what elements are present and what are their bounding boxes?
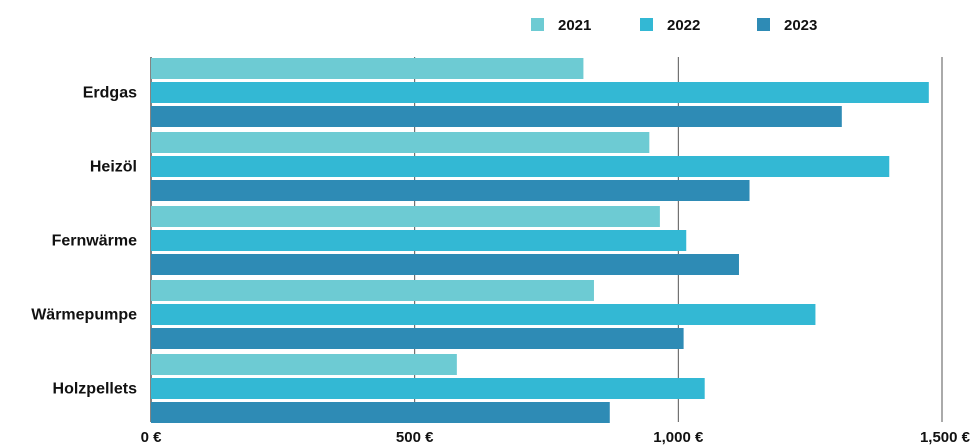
category-labels: Erdgas Heizöl Fernwärme Wärmepumpe Holzpelle… [31, 85, 137, 398]
legend-label: 2022 [667, 17, 700, 34]
bar-fernwärme-2021 [151, 206, 660, 227]
x-tick-labels: 0 € 500 € 1,000 € 1,500 € [141, 429, 971, 445]
bar-fernwärme-2023 [151, 254, 739, 275]
legend-label: 2021 [558, 17, 591, 34]
category-label: Holzpellets [53, 381, 138, 398]
legend-swatch-2023 [757, 18, 770, 31]
x-tick-label: 1,000 € [653, 429, 704, 445]
legend-swatch-2022 [640, 18, 653, 31]
category-label: Erdgas [83, 85, 137, 102]
bar-heizöl-2022 [151, 156, 890, 177]
bar-fernwärme-2022 [151, 230, 687, 251]
bar-wärmepumpe-2021 [151, 280, 594, 301]
bars [151, 58, 929, 423]
bar-holzpellets-2021 [151, 354, 457, 375]
bar-heizöl-2023 [151, 180, 750, 201]
legend-label: 2023 [784, 17, 817, 34]
bar-erdgas-2023 [151, 106, 842, 127]
legend: 2021 2022 2023 [531, 17, 817, 34]
category-label: Wärmepumpe [31, 307, 137, 324]
bar-wärmepumpe-2022 [151, 304, 816, 325]
bar-holzpellets-2023 [151, 402, 610, 423]
x-tick-label: 500 € [396, 429, 434, 445]
bar-wärmepumpe-2023 [151, 328, 684, 349]
category-label: Heizöl [90, 159, 137, 176]
x-tick-label: 1,500 € [920, 429, 971, 445]
bar-heizöl-2021 [151, 132, 650, 153]
bar-erdgas-2021 [151, 58, 584, 79]
legend-swatch-2021 [531, 18, 544, 31]
category-label: Fernwärme [52, 233, 137, 250]
bar-erdgas-2022 [151, 82, 929, 103]
x-tick-label: 0 € [141, 429, 163, 445]
bar-holzpellets-2022 [151, 378, 705, 399]
